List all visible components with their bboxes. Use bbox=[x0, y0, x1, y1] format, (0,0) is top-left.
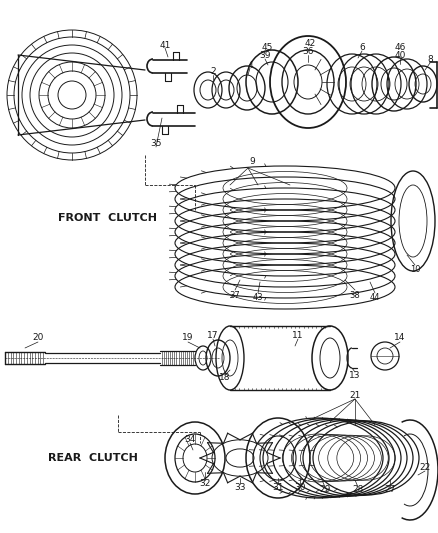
Text: 37: 37 bbox=[230, 290, 240, 300]
Text: 2: 2 bbox=[210, 68, 216, 77]
Text: 27: 27 bbox=[384, 486, 396, 495]
Text: 45: 45 bbox=[261, 44, 273, 52]
Text: 33: 33 bbox=[234, 482, 246, 491]
Text: 29: 29 bbox=[319, 486, 331, 495]
Text: REAR  CLUTCH: REAR CLUTCH bbox=[48, 453, 138, 463]
Text: 41: 41 bbox=[159, 41, 171, 50]
Text: 4: 4 bbox=[247, 61, 253, 69]
Text: 9: 9 bbox=[249, 157, 255, 166]
Text: 38: 38 bbox=[350, 290, 360, 300]
Text: 34: 34 bbox=[184, 435, 196, 445]
Text: 20: 20 bbox=[32, 334, 44, 343]
Text: 21: 21 bbox=[350, 391, 360, 400]
Text: 11: 11 bbox=[292, 330, 304, 340]
Text: 8: 8 bbox=[427, 55, 433, 64]
Text: 30: 30 bbox=[294, 482, 306, 491]
Text: 10: 10 bbox=[410, 265, 420, 274]
Text: 18: 18 bbox=[219, 374, 231, 383]
Text: 40: 40 bbox=[394, 52, 406, 61]
Text: 43: 43 bbox=[253, 294, 263, 303]
Text: 39: 39 bbox=[259, 52, 271, 61]
Text: 28: 28 bbox=[352, 486, 364, 495]
Text: FRONT  CLUTCH: FRONT CLUTCH bbox=[58, 213, 157, 223]
Text: 17: 17 bbox=[207, 330, 219, 340]
Text: 42: 42 bbox=[304, 39, 316, 49]
Text: 6: 6 bbox=[359, 44, 365, 52]
Text: 19: 19 bbox=[182, 334, 194, 343]
Text: 14: 14 bbox=[394, 334, 406, 343]
Text: 44: 44 bbox=[370, 294, 380, 303]
Text: 32: 32 bbox=[199, 479, 211, 488]
Text: 36: 36 bbox=[302, 47, 314, 56]
Text: 35: 35 bbox=[150, 139, 162, 148]
Text: 31: 31 bbox=[272, 482, 284, 491]
Text: 46: 46 bbox=[394, 44, 406, 52]
Text: 13: 13 bbox=[349, 370, 361, 379]
Text: 22: 22 bbox=[419, 464, 431, 472]
